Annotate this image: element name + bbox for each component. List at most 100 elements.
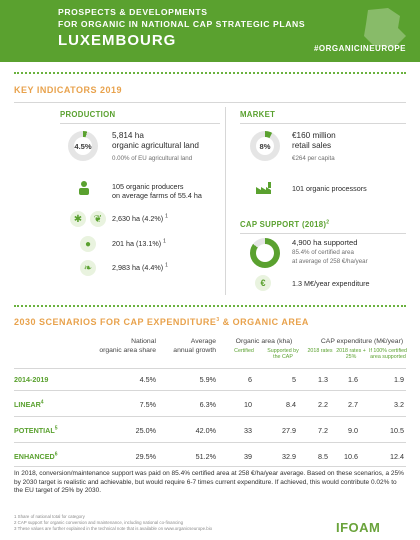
cap-support-title: CAP SUPPORT (2018)2 bbox=[240, 219, 330, 229]
market-divider bbox=[240, 123, 406, 124]
market-donut: 8% bbox=[250, 131, 280, 161]
cereals-value: 2,630 ha (4.2%) 1 bbox=[112, 213, 168, 223]
ifoam-logo: IFOAM bbox=[336, 520, 381, 535]
cell-supported: 8.4 bbox=[286, 400, 296, 409]
cell-growth: 6.3% bbox=[199, 400, 216, 409]
cell-certified: 6 bbox=[248, 375, 252, 384]
cap-divider bbox=[240, 233, 406, 234]
footnotes: 1 Share of national total for category 2… bbox=[14, 514, 334, 531]
table-header-divider bbox=[14, 368, 406, 369]
row-label-2014-2019: 2014-2019 bbox=[14, 375, 49, 384]
row-label-linear: LINEAR4 bbox=[14, 399, 44, 409]
per-capita: €264 per capita bbox=[292, 155, 335, 162]
cell-r2018p: 9.0 bbox=[348, 426, 358, 435]
cell-supported: 32.9 bbox=[282, 452, 296, 461]
factory-icon bbox=[255, 181, 273, 195]
row-divider bbox=[14, 390, 406, 391]
hashtag: #ORGANICINEUROPE bbox=[313, 44, 406, 53]
production-donut-label: 4.5% bbox=[74, 141, 92, 151]
row-divider bbox=[14, 442, 406, 443]
cell-r2018p: 10.6 bbox=[344, 452, 358, 461]
cell-r2018p: 1.6 bbox=[348, 375, 358, 384]
cell-r100: 3.2 bbox=[394, 400, 404, 409]
processors: 101 organic processors bbox=[292, 184, 367, 193]
market-title: MARKET bbox=[240, 110, 276, 119]
country-map-icon bbox=[364, 8, 406, 48]
row-label-potential: POTENTIAL5 bbox=[14, 425, 58, 435]
header-rate100: If 100% certified area supported bbox=[369, 348, 407, 360]
top-divider bbox=[14, 72, 406, 74]
header-growth: Average bbox=[190, 338, 216, 345]
expenditure: 1.3 M€/year expenditure bbox=[292, 279, 370, 288]
cell-growth: 5.9% bbox=[199, 375, 216, 384]
fruit-value: 201 ha (13.1%) 1 bbox=[112, 238, 166, 248]
row-label-enhanced: ENHANCED6 bbox=[14, 451, 58, 461]
grassland-value: 2,983 ha (4.4%) 1 bbox=[112, 262, 168, 272]
apple-icon: ● bbox=[80, 236, 96, 252]
sales-line-1: €160 million bbox=[292, 131, 336, 140]
footnote-3: 3 These values are further explained in … bbox=[14, 525, 213, 531]
header-rate2018plus: 2018 rates + 25% bbox=[336, 348, 366, 360]
column-divider bbox=[225, 107, 226, 295]
cell-r2018p: 2.7 bbox=[348, 400, 358, 409]
middle-divider bbox=[14, 305, 406, 307]
cap-donut bbox=[250, 238, 280, 268]
cell-r2018: 8.5 bbox=[318, 452, 328, 461]
cell-supported: 27.9 bbox=[282, 426, 296, 435]
cell-share: 29.5% bbox=[135, 452, 156, 461]
header-cap-exp: CAP expenditure (M€/year) bbox=[320, 338, 404, 345]
organic-land-label: organic agricultural land bbox=[112, 141, 199, 150]
wheat-icon: ✱ bbox=[70, 211, 86, 227]
cell-r2018: 7.2 bbox=[318, 426, 328, 435]
producers-line-1: 105 organic producers bbox=[112, 182, 184, 191]
supported-ha: 4,900 ha supported bbox=[292, 238, 358, 247]
summary-note: In 2018, conversion/maintenance support … bbox=[14, 470, 404, 495]
production-donut: 4.5% bbox=[68, 131, 98, 161]
cell-r100: 10.5 bbox=[390, 426, 404, 435]
cell-certified: 39 bbox=[244, 452, 252, 461]
production-title: PRODUCTION bbox=[60, 110, 116, 119]
footnote-2: 2 CAP support for organic conversion and… bbox=[14, 519, 184, 525]
key-indicators-title: KEY INDICATORS 2019 bbox=[14, 85, 123, 95]
header-national: National bbox=[131, 338, 156, 345]
cell-share: 7.5% bbox=[139, 400, 156, 409]
header-banner: PROSPECTS & DEVELOPMENTS FOR ORGANIC IN … bbox=[0, 0, 420, 62]
cell-r100: 1.9 bbox=[394, 375, 404, 384]
header-organic-area: Organic area (kha) bbox=[235, 338, 293, 345]
producers-line-2: on average farms of 55.4 ha bbox=[112, 191, 202, 200]
cell-growth: 42.0% bbox=[195, 426, 216, 435]
market-donut-label: 8% bbox=[259, 141, 271, 151]
leaf-icon: ❦ bbox=[90, 211, 106, 227]
cell-share: 25.0% bbox=[135, 426, 156, 435]
cap-donut-label bbox=[250, 238, 280, 268]
eu-share: 0.00% of EU agricultural land bbox=[112, 155, 193, 162]
cell-growth: 51.2% bbox=[195, 452, 216, 461]
header-national-2: organic area share bbox=[99, 347, 156, 354]
header-line-1: PROSPECTS & DEVELOPMENTS bbox=[58, 7, 208, 17]
cell-r2018: 1.3 bbox=[318, 375, 328, 384]
header-line-2: FOR ORGANIC IN NATIONAL CAP STRATEGIC PL… bbox=[58, 19, 306, 29]
header-supported: Supported by the CAP bbox=[267, 348, 299, 360]
organic-ha: 5,814 ha bbox=[112, 131, 144, 140]
header-growth-2: annual growth bbox=[173, 347, 216, 354]
footnote-1: 1 Share of national total for category bbox=[14, 514, 85, 519]
farmer-icon bbox=[76, 180, 92, 196]
header-certified: Certified bbox=[234, 348, 254, 354]
sales-line-2: retail sales bbox=[292, 141, 332, 150]
cell-certified: 10 bbox=[244, 400, 252, 409]
header-rate2018: 2018 rates bbox=[307, 348, 333, 354]
cell-share: 4.5% bbox=[139, 375, 156, 384]
cell-r100: 12.4 bbox=[390, 452, 404, 461]
production-divider bbox=[60, 123, 220, 124]
cell-certified: 33 bbox=[244, 426, 252, 435]
grass-icon: ❧ bbox=[80, 260, 96, 276]
row-divider bbox=[14, 416, 406, 417]
scenarios-title: 2030 SCENARIOS FOR CAP EXPENDITURE3 & OR… bbox=[14, 317, 309, 327]
euro-icon: € bbox=[255, 275, 271, 291]
key-indicators-divider bbox=[14, 102, 406, 103]
row-divider bbox=[14, 466, 406, 467]
country-title: LUXEMBOURG bbox=[58, 32, 177, 49]
cell-supported: 5 bbox=[292, 375, 296, 384]
average-rate: at average of 258 €/ha/year bbox=[292, 258, 368, 265]
